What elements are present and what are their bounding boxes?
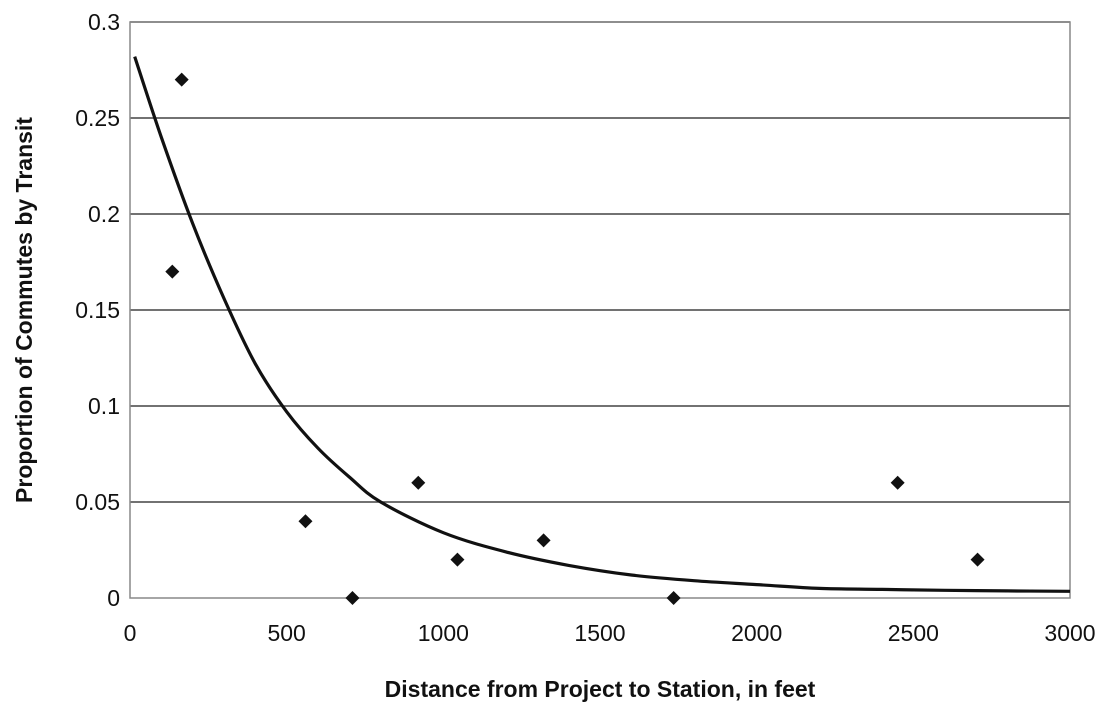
data-point-5 [450,552,465,567]
data-point-0 [165,264,180,279]
y-axis-label: Proportion of Commutes by Transit [11,117,37,503]
y-tick-label: 0.1 [88,393,120,419]
data-point-6 [536,533,551,548]
data-point-8 [890,475,905,490]
data-point-7 [666,591,681,605]
x-tick-label: 500 [267,620,305,646]
y-axis-tick-labels: 0 0.05 0.1 0.15 0.2 0.25 0.3 [75,9,120,611]
x-tick-label: 1000 [418,620,469,646]
y-tick-label: 0.25 [75,105,120,131]
data-points [165,72,985,605]
x-axis-tick-labels: 0 500 1000 1500 2000 2500 3000 [124,620,1096,646]
y-tick-label: 0.3 [88,9,120,35]
data-point-4 [411,475,426,490]
data-point-9 [970,552,985,567]
y-tick-label: 0 [107,585,120,611]
trendline [133,56,1071,593]
x-axis-label: Distance from Project to Station, in fee… [385,676,816,702]
data-point-3 [345,591,360,605]
y-tick-label: 0.05 [75,489,120,515]
x-tick-label: 3000 [1044,620,1095,646]
x-tick-label: 2000 [731,620,782,646]
data-point-1 [174,72,189,87]
y-tick-label: 0.2 [88,201,120,227]
x-tick-label: 0 [124,620,137,646]
data-point-2 [298,514,313,529]
x-tick-label: 2500 [888,620,939,646]
y-tick-label: 0.15 [75,297,120,323]
plot-area-frame [129,21,1071,599]
x-tick-label: 1500 [574,620,625,646]
